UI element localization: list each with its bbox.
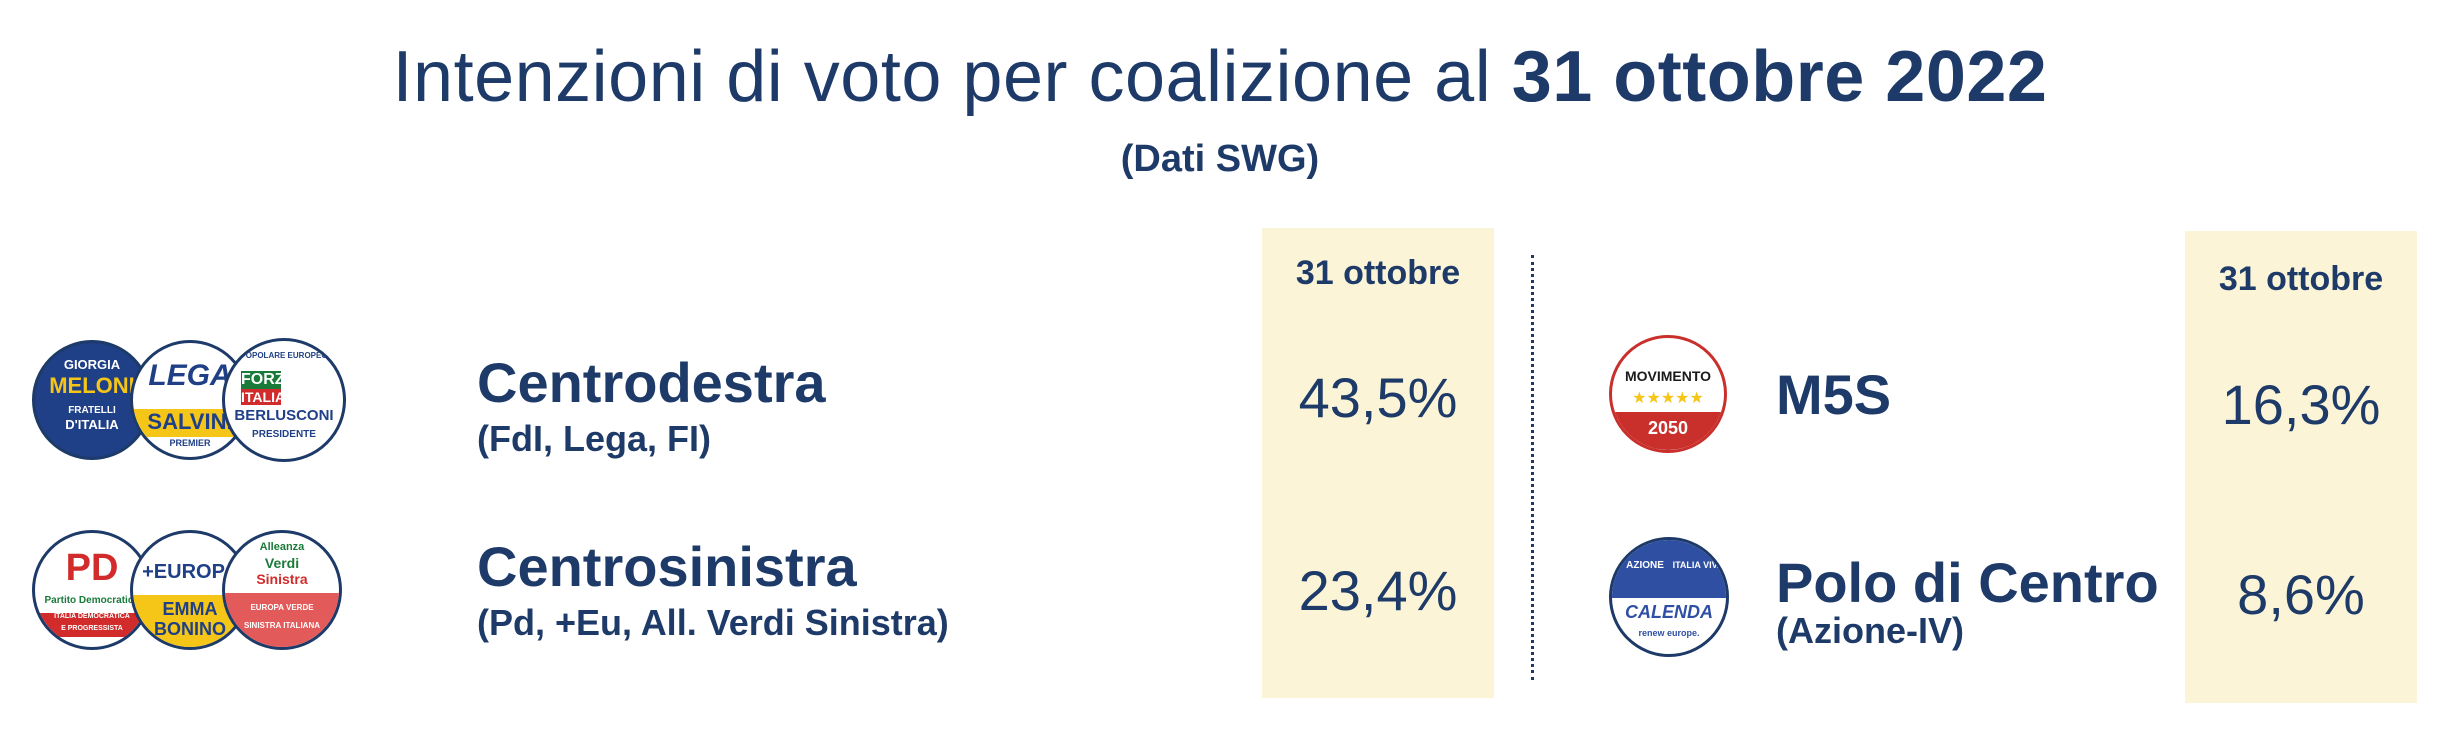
row-parties-centrosinistra: (Pd, +Eu, All. Verdi Sinistra)	[477, 602, 949, 643]
m5s-logo: MOVIMENTO ★★★★★ 2050	[1609, 335, 1727, 453]
value-column-left: 31 ottobre	[1262, 228, 1494, 698]
column-header: 31 ottobre	[2218, 260, 2384, 298]
forza-italia-logo: POPOLARE EUROPEO FORZA ITALIA BERLUSCONI…	[222, 338, 346, 462]
value-label-polo-di-centro: 8,6%	[2237, 563, 2365, 626]
azione-iv-logo: AZIONE ITALIA VIVA CALENDA renew europe.	[1609, 537, 1729, 657]
chart-title: Intenzioni di voto per coalizione al 31 …	[392, 37, 2048, 117]
value-label-centrosinistra: 23,4%	[1298, 559, 1458, 622]
value-label-m5s: 16,3%	[2221, 373, 2381, 436]
value-column-right: 31 ottobre	[2185, 231, 2417, 703]
row-name-m5s: M5S	[1776, 363, 1892, 426]
row-parties-polo-di-centro: (Azione-IV)	[1776, 610, 1964, 651]
row-name-centrosinistra: Centrosinistra	[477, 535, 857, 598]
row-parties-centrodestra: (FdI, Lega, FI)	[477, 418, 711, 459]
row-name-polo-di-centro: Polo di Centro	[1776, 551, 2159, 614]
divider	[1531, 255, 1534, 680]
row-name-centrodestra: Centrodestra	[477, 351, 826, 414]
avs-logo: Alleanza Verdi Sinistra EUROPA VERDE SIN…	[222, 530, 342, 650]
column-header: 31 ottobre	[1295, 254, 1461, 292]
chart-subtitle: (Dati SWG)	[1120, 138, 1320, 180]
value-label-centrodestra: 43,5%	[1298, 366, 1458, 429]
